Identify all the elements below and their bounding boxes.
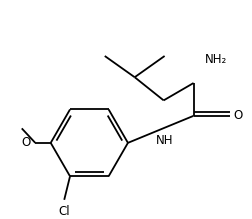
Text: O: O bbox=[21, 136, 30, 149]
Text: NH: NH bbox=[156, 134, 173, 147]
Text: NH₂: NH₂ bbox=[205, 53, 227, 66]
Text: Cl: Cl bbox=[58, 205, 70, 218]
Text: O: O bbox=[233, 109, 242, 122]
